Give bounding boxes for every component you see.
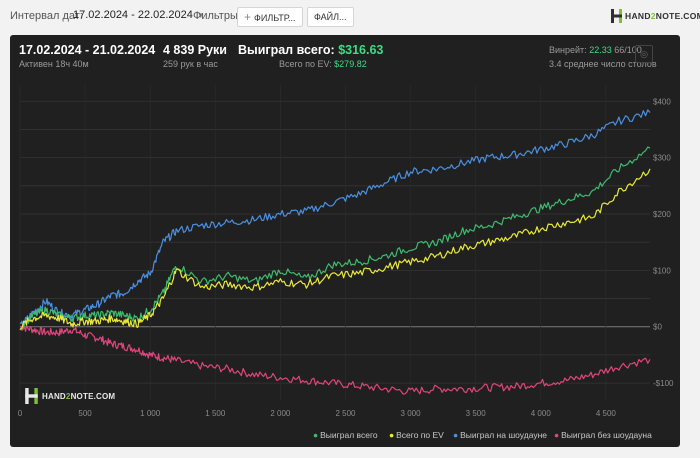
x-tick-label: 4 000: [531, 409, 552, 418]
y-tick-label: $200: [653, 210, 671, 219]
legend-item-nonshowdown[interactable]: ● Выиграл без шоудауна: [554, 430, 652, 440]
date-range-title: 17.02.2024 - 21.02.2024: [19, 43, 156, 57]
series-line-2: [19, 168, 651, 331]
legend-dot: ●: [453, 430, 459, 440]
x-tick-label: 2 500: [335, 409, 356, 418]
screenshot-icon[interactable]: ◎: [635, 45, 653, 63]
stats-card: 17.02.2024 - 21.02.2024 Активен 18ч 40м …: [10, 35, 680, 447]
x-tick-label: 500: [78, 409, 92, 418]
winrate-label: Винрейт:: [549, 45, 587, 55]
active-time: Активен 18ч 40м: [19, 59, 89, 69]
y-tick-label: $0: [653, 323, 662, 332]
total-won-label: Выиграл всего:: [238, 43, 335, 57]
ev-total-label: Всего по EV:: [279, 59, 332, 69]
legend-dot: ●: [313, 430, 319, 440]
total-won-value: $316.63: [338, 43, 384, 57]
series-line-0: [19, 109, 651, 327]
winrate-suffix: 66/100: [614, 45, 642, 55]
file-button[interactable]: ФАЙЛ...: [307, 7, 354, 27]
series-line-1: [19, 146, 651, 331]
profit-chart: $400 $300 $200 $100 $0 -$100 0 500 1 000 1 500 2 …: [18, 85, 674, 418]
y-tick-label: $100: [653, 266, 671, 275]
chart-watermark: HAND2NOTE.COM: [25, 388, 115, 404]
filter-button[interactable]: + ФИЛЬТР...: [237, 7, 303, 27]
x-tick-label: 0: [18, 409, 23, 418]
y-tick-label: $400: [653, 97, 671, 106]
ev-total-value: $279.82: [334, 59, 367, 69]
hands-count: 4 839 Руки: [163, 43, 227, 57]
series-line-3: [19, 324, 651, 395]
hand2note-logo[interactable]: HAND2NOTE.COM: [611, 8, 700, 24]
x-tick-label: 3 500: [466, 409, 487, 418]
hands-per-hour: 259 рук в час: [163, 59, 218, 69]
interval-label: Интервал дат:: [10, 10, 83, 22]
file-button-label: ФАЙЛ...: [314, 12, 347, 22]
avg-tables: 3.4 среднее число столов: [549, 59, 657, 69]
logo-text: HAND2NOTE.COM: [625, 11, 700, 21]
watermark-logo-icon: [25, 388, 38, 404]
legend-item-total[interactable]: ● Выиграл всего: [313, 430, 378, 440]
winrate-value: 22.33: [589, 45, 612, 55]
plus-icon: +: [244, 10, 252, 24]
legend-dot: ●: [389, 430, 395, 440]
filters-label: Фильтры:: [193, 10, 241, 22]
legend-item-ev[interactable]: ● Всего по EV: [389, 430, 444, 440]
date-range-value: 17.02.2024 - 22.02.2024: [73, 9, 193, 21]
y-tick-label: $300: [653, 154, 671, 163]
legend-dot: ●: [554, 430, 560, 440]
watermark-text: HAND2NOTE.COM: [42, 391, 116, 401]
x-tick-label: 2 000: [270, 409, 291, 418]
top-toolbar: Интервал дат: 17.02.2024 - 22.02.2024 ▼ Ф…: [0, 0, 700, 34]
date-range-select[interactable]: 17.02.2024 - 22.02.2024 ▼: [73, 9, 205, 21]
total-won: Выиграл всего: $316.63: [238, 43, 383, 57]
legend-item-showdown[interactable]: ● Выиграл на шоудауне: [453, 430, 548, 440]
chevron-down-icon: ▼: [196, 11, 205, 20]
x-tick-label: 1 500: [205, 409, 226, 418]
ev-total: Всего по EV: $279.82: [279, 59, 367, 69]
x-tick-label: 1 000: [140, 409, 161, 418]
filter-button-label: ФИЛЬТР...: [254, 13, 296, 23]
x-tick-label: 4 500: [596, 409, 617, 418]
winrate: Винрейт: 22.33 66/100: [549, 45, 642, 55]
hand2note-logo-icon: [611, 9, 622, 23]
y-tick-label: -$100: [653, 379, 674, 388]
x-tick-label: 3 000: [401, 409, 422, 418]
